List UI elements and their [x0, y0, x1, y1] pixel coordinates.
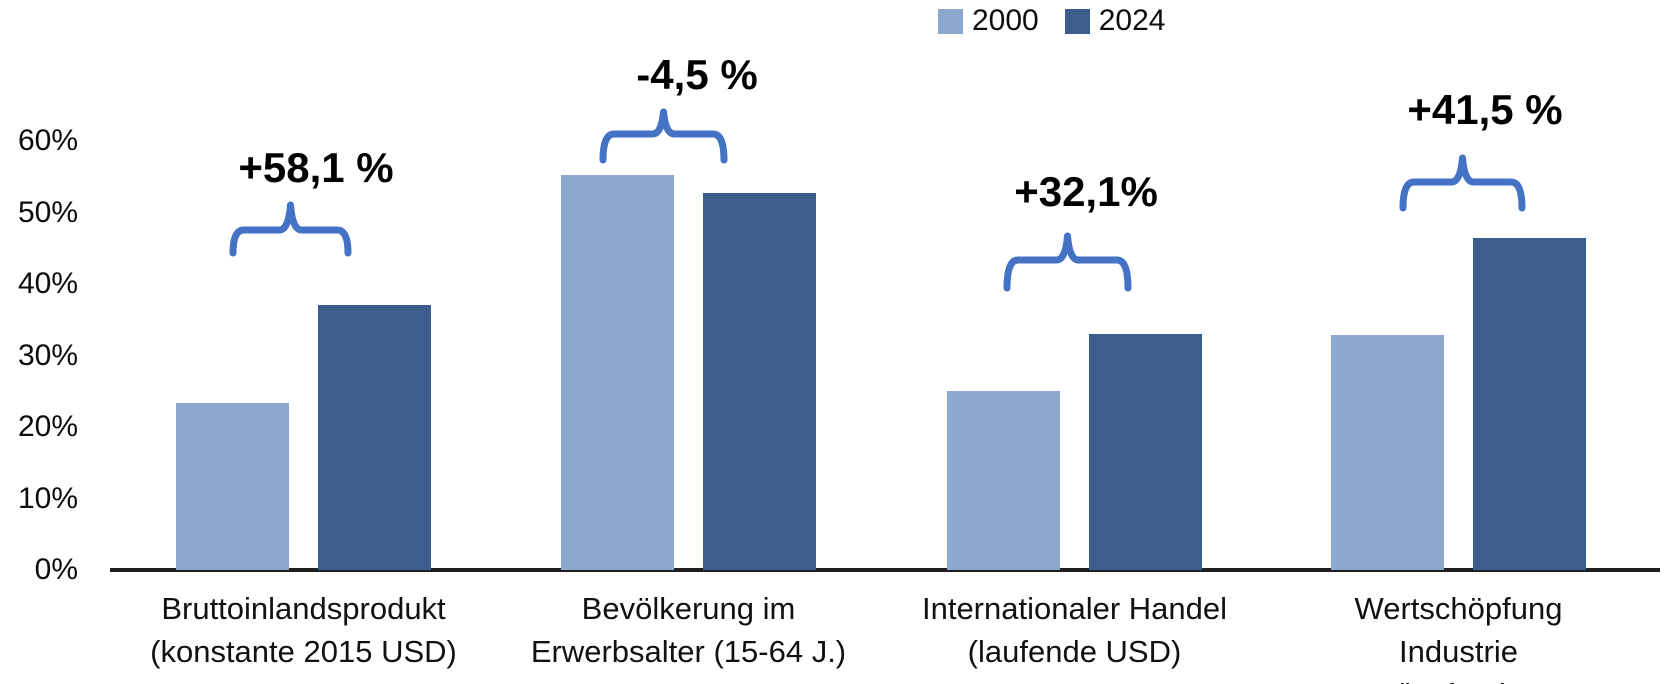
change-brace-category-1: [229, 201, 352, 257]
change-annotation-category-1: +58,1 %: [238, 144, 394, 191]
category-label-3: Internationaler Handel (laufende USD): [921, 591, 1228, 669]
y-tick-label-60: 60%: [17, 124, 78, 157]
y-tick-label-40: 40%: [17, 267, 78, 300]
legend-label-2000: 2000: [972, 4, 1039, 37]
bar-2024-category-2: [703, 193, 816, 570]
category-label-4: Wertschöpfung Industrie (laufende USD): [1354, 591, 1563, 684]
bar-2000-category-4: [1331, 335, 1444, 570]
change-annotation-category-2: -4,5 %: [636, 51, 758, 98]
legend-item-2024: 2024: [1064, 4, 1166, 37]
y-tick-label-30: 30%: [17, 338, 78, 372]
legend-label-2024: 2024: [1098, 4, 1166, 37]
legend-swatch-2024: [1064, 8, 1090, 34]
y-tick-label-10: 10%: [17, 481, 78, 515]
bar-2000-category-3: [947, 391, 1060, 570]
bar-2000-category-2: [561, 175, 674, 570]
y-tick-label-50: 50%: [17, 195, 78, 229]
change-annotation-category-4: +41,5 %: [1407, 86, 1563, 133]
bar-2024-category-1: [318, 305, 431, 570]
change-brace-category-3: [1003, 232, 1132, 292]
legend-swatch-2000: [938, 8, 963, 34]
bar-2000-category-1: [176, 402, 289, 570]
chart-legend: 2000 2024: [938, 6, 1166, 36]
category-label-2: Bevölkerung im Erwerbsalter (15-64 J.): [530, 591, 847, 669]
bar-2024-category-4: [1473, 238, 1586, 570]
change-brace-category-2: [599, 108, 728, 164]
category-label-1: Bruttoinlandsprodukt (konstante 2015 USD…: [150, 591, 457, 669]
change-brace-category-4: [1399, 154, 1526, 212]
y-tick-label-0: 0%: [34, 553, 78, 586]
y-tick-label-20: 20%: [17, 410, 78, 443]
change-annotation-category-3: +32,1%: [1014, 168, 1158, 215]
legend-item-2000: 2000: [938, 6, 1039, 36]
bar-2024-category-3: [1089, 334, 1202, 570]
x-axis-line: [110, 568, 1660, 572]
